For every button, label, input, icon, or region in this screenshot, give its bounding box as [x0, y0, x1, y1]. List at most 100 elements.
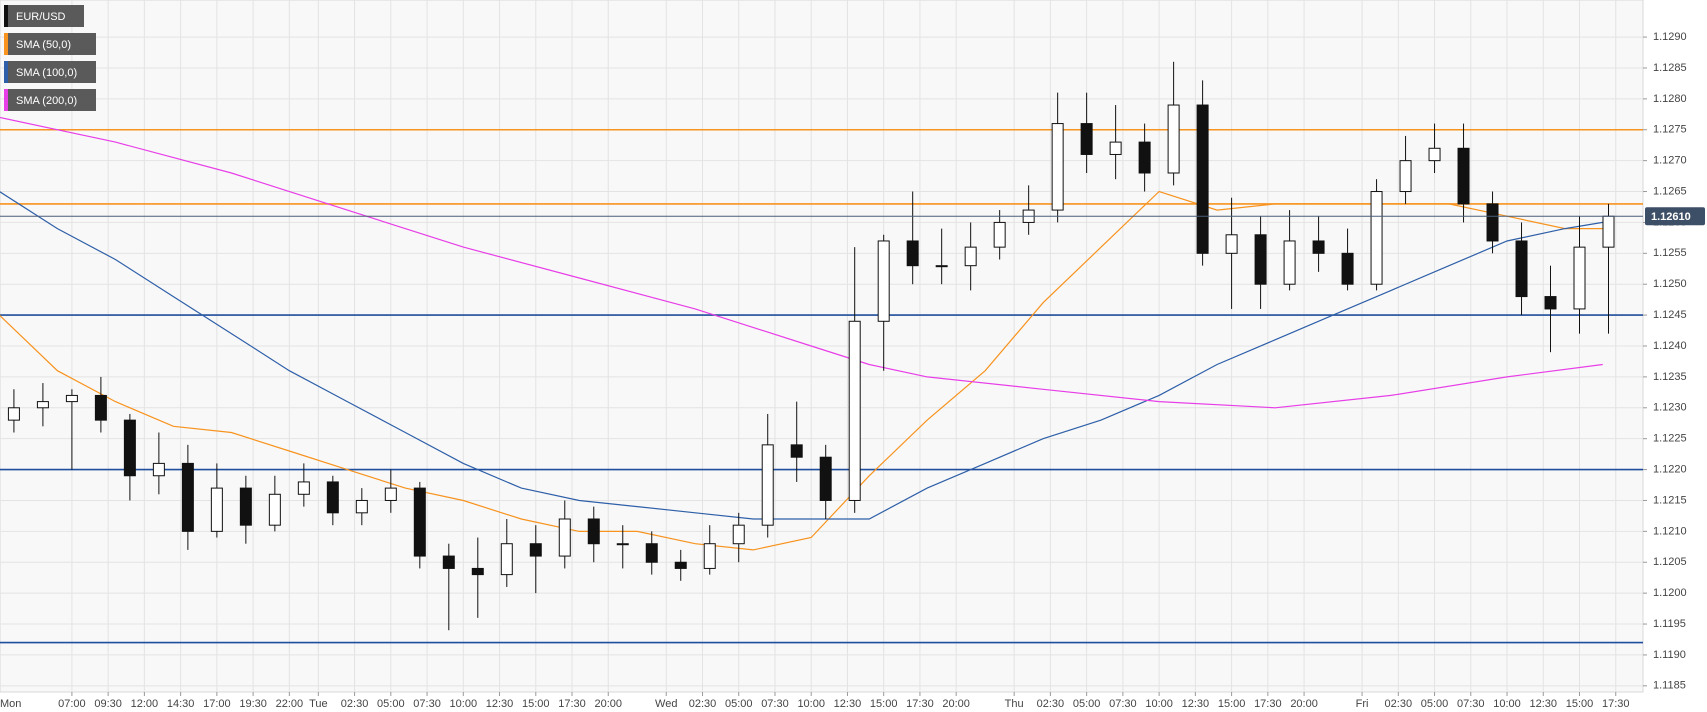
x-tick-label: 05:00: [1421, 698, 1449, 710]
candle-body: [906, 240, 919, 267]
y-tick-label: 1.1205: [1653, 556, 1687, 568]
legend-swatch: [4, 61, 8, 83]
candle-body: [877, 240, 890, 322]
candle-body: [1602, 215, 1615, 248]
legend-box: [4, 5, 84, 27]
y-tick-label: 1.1195: [1653, 618, 1686, 630]
candle-body: [65, 394, 78, 403]
x-tick-label: 12:30: [1530, 698, 1558, 710]
candle-body: [1573, 246, 1586, 310]
candle-body: [1225, 234, 1238, 254]
candle-body: [355, 499, 368, 514]
candle-body: [993, 221, 1006, 248]
sma-line: [0, 116, 1603, 409]
x-tick-label: 07:30: [1457, 698, 1485, 710]
legend-box: [4, 61, 96, 83]
y-tick-label: 1.1220: [1653, 463, 1687, 475]
last-price-label: 1.12610: [1651, 211, 1691, 223]
y-tick-label: 1.1245: [1653, 309, 1687, 321]
x-tick-label: 12:30: [486, 698, 514, 710]
candle-body: [1051, 123, 1064, 211]
candle-body: [1544, 296, 1557, 310]
y-tick-label: 1.1275: [1653, 124, 1687, 136]
candle-body: [181, 462, 194, 532]
candle-body: [471, 567, 484, 576]
x-tick-label: 05:00: [377, 698, 405, 710]
x-tick-label: 07:30: [413, 698, 441, 710]
candle-body: [210, 487, 223, 532]
x-tick-label: Thu: [1005, 698, 1024, 710]
x-tick-label: 02:30: [1385, 698, 1413, 710]
legend-box: [4, 89, 96, 111]
y-tick-label: 1.1250: [1653, 278, 1687, 290]
y-tick-label: 1.1230: [1653, 402, 1687, 414]
x-tick-label: 02:30: [341, 698, 369, 710]
candle-body: [94, 394, 107, 421]
y-tick-label: 1.1190: [1653, 649, 1686, 661]
y-tick-label: 1.1235: [1653, 371, 1687, 383]
x-tick-label: 17:30: [558, 698, 586, 710]
x-tick-label: 10:00: [1493, 698, 1521, 710]
x-tick-label: 05:00: [725, 698, 753, 710]
x-tick-label: 19:30: [239, 698, 267, 710]
x-tick-label: Tue: [309, 698, 328, 710]
x-tick-label: 02:30: [1037, 698, 1065, 710]
candle-body: [819, 456, 832, 501]
x-tick-label: 20:00: [942, 698, 970, 710]
candle-body: [558, 518, 571, 557]
x-tick-label: 10:00: [450, 698, 478, 710]
candle-body: [442, 555, 455, 569]
x-tick-label: 14:30: [167, 698, 195, 710]
candle-body: [1399, 160, 1412, 193]
x-tick-label: Fri: [1356, 698, 1369, 710]
y-tick-label: 1.1225: [1653, 433, 1687, 445]
candle-body: [645, 543, 658, 563]
y-tick-label: 1.1200: [1653, 587, 1687, 599]
y-tick-label: 1.1255: [1653, 247, 1687, 259]
sma-line: [0, 191, 1603, 520]
x-tick-label: 09:30: [94, 698, 122, 710]
candle-body: [268, 493, 281, 526]
candle-body: [529, 543, 542, 557]
candle-body: [297, 481, 310, 495]
x-tick-label: 12:30: [1182, 698, 1210, 710]
candle-body: [1312, 240, 1325, 254]
candle-body: [1138, 141, 1151, 174]
y-tick-label: 1.1280: [1653, 93, 1687, 105]
legend-label: SMA (100,0): [16, 67, 77, 79]
x-tick-label: 17:30: [1602, 698, 1630, 710]
candle-body: [703, 543, 716, 569]
y-tick-label: 1.1285: [1653, 62, 1687, 74]
candle-body: [1428, 147, 1441, 162]
candle-body: [384, 487, 397, 501]
candle-body: [732, 524, 745, 545]
y-tick-label: 1.1210: [1653, 525, 1687, 537]
y-tick-label: 1.1185: [1653, 680, 1686, 692]
x-tick-label: 07:30: [1109, 698, 1137, 710]
x-tick-label: 07:00: [58, 698, 86, 710]
x-tick-label: 20:00: [594, 698, 622, 710]
candle-body: [674, 561, 687, 569]
candle-body: [964, 246, 977, 267]
x-tick-label: 20:00: [1290, 698, 1318, 710]
candle-body: [1515, 240, 1528, 298]
candle-body: [1370, 191, 1383, 285]
candle-body: [616, 543, 629, 546]
candle-body: [935, 265, 948, 268]
x-tick-label: Wed: [655, 698, 677, 710]
y-tick-label: 1.1270: [1653, 155, 1687, 167]
x-tick-label: 05:00: [1073, 698, 1101, 710]
candle-body: [790, 444, 803, 458]
legend-label: EUR/USD: [16, 11, 66, 23]
x-tick-label: 10:00: [797, 698, 825, 710]
legend-swatch: [4, 5, 8, 27]
x-tick-label: 17:00: [203, 698, 231, 710]
x-tick-label: 12:30: [834, 698, 862, 710]
candle-body: [36, 401, 49, 409]
x-tick-label: 07:30: [761, 698, 789, 710]
sma-line: [0, 190, 1603, 551]
y-tick-label: 1.1265: [1653, 185, 1687, 197]
candle-body: [848, 320, 861, 501]
x-tick-label: 17:30: [906, 698, 934, 710]
